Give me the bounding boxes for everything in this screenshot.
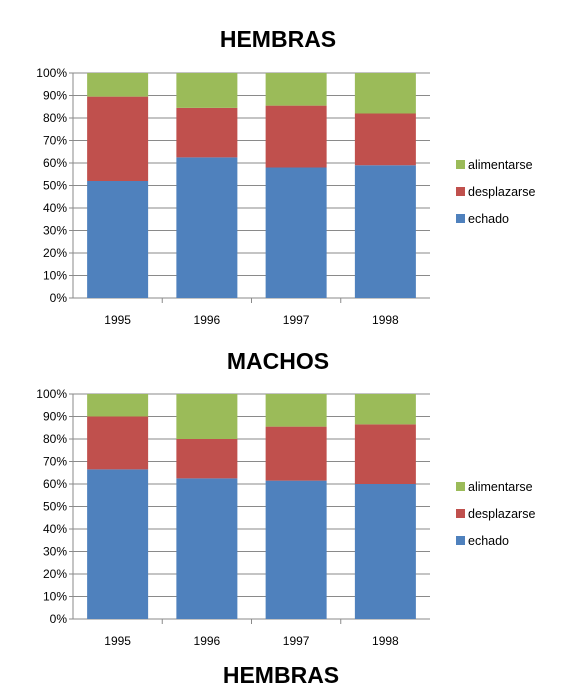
legend-swatch-echado bbox=[456, 214, 465, 223]
y-tick-label: 60% bbox=[43, 477, 67, 491]
y-tick-label: 30% bbox=[43, 224, 67, 238]
chart-title: HEMBRAS bbox=[220, 26, 336, 52]
legend-swatch-alimentarse bbox=[456, 482, 465, 491]
y-tick-label: 70% bbox=[43, 455, 67, 469]
legend-swatch-alimentarse bbox=[456, 160, 465, 169]
legend-label-alimentarse: alimentarse bbox=[468, 158, 533, 172]
y-tick-label: 40% bbox=[43, 201, 67, 215]
x-tick-label: 1997 bbox=[283, 313, 310, 327]
bar-echado-1998 bbox=[354, 165, 416, 298]
x-tick-label: 1996 bbox=[194, 634, 221, 648]
bar-desplazarse-1995 bbox=[87, 96, 149, 181]
y-tick-label: 60% bbox=[43, 156, 67, 170]
y-tick-label: 20% bbox=[43, 567, 67, 581]
x-tick-label: 1996 bbox=[194, 313, 221, 327]
legend-swatch-desplazarse bbox=[456, 187, 465, 196]
bar-echado-1995 bbox=[87, 469, 149, 619]
bar-desplazarse-1995 bbox=[87, 416, 149, 470]
chart-title: MACHOS bbox=[227, 348, 329, 374]
bar-echado-1997 bbox=[265, 167, 327, 298]
legend-label-echado: echado bbox=[468, 212, 509, 226]
legend-swatch-desplazarse bbox=[456, 509, 465, 518]
footer-title: HEMBRAS bbox=[223, 662, 339, 688]
bar-echado-1995 bbox=[87, 181, 149, 298]
bar-echado-1996 bbox=[176, 157, 238, 298]
y-tick-label: 50% bbox=[43, 179, 67, 193]
y-tick-label: 20% bbox=[43, 246, 67, 260]
y-tick-label: 100% bbox=[36, 387, 67, 401]
y-tick-label: 80% bbox=[43, 111, 67, 125]
x-tick-label: 1995 bbox=[104, 313, 131, 327]
y-tick-label: 100% bbox=[36, 66, 67, 80]
chart-machos: MACHOS 0% 10% 20% 30% 40% 50% 60% 70% 80% 90% 100% 1… bbox=[36, 348, 535, 648]
y-tick-label: 0% bbox=[50, 612, 68, 626]
y-tick-label: 90% bbox=[43, 89, 67, 103]
y-tick-label: 90% bbox=[43, 410, 67, 424]
bar-alimentarse-1995 bbox=[87, 73, 149, 97]
x-tick-label: 1997 bbox=[283, 634, 310, 648]
bar-alimentarse-1997 bbox=[265, 394, 327, 427]
bar-alimentarse-1998 bbox=[354, 73, 416, 114]
bar-alimentarse-1996 bbox=[176, 394, 238, 439]
y-tick-label: 10% bbox=[43, 590, 67, 604]
y-tick-label: 0% bbox=[50, 291, 68, 305]
bar-desplazarse-1998 bbox=[354, 113, 416, 166]
y-tick-label: 10% bbox=[43, 269, 67, 283]
bar-alimentarse-1995 bbox=[87, 394, 149, 417]
bar-desplazarse-1996 bbox=[176, 439, 238, 479]
legend-swatch-echado bbox=[456, 536, 465, 545]
bar-echado-1996 bbox=[176, 478, 238, 619]
y-tick-label: 40% bbox=[43, 522, 67, 536]
y-tick-label: 50% bbox=[43, 500, 67, 514]
bar-echado-1998 bbox=[354, 484, 416, 619]
bar-desplazarse-1997 bbox=[265, 105, 327, 168]
bar-desplazarse-1996 bbox=[176, 107, 238, 158]
legend-label-desplazarse: desplazarse bbox=[468, 185, 535, 199]
chart-hembras: HEMBRAS 0% 10% 20% 30% 40% 50% 60% 70% 80% 90% 100%… bbox=[36, 26, 535, 327]
bar-alimentarse-1997 bbox=[265, 73, 327, 106]
y-tick-label: 30% bbox=[43, 545, 67, 559]
bar-desplazarse-1997 bbox=[265, 426, 327, 481]
bar-alimentarse-1998 bbox=[354, 394, 416, 425]
legend-label-alimentarse: alimentarse bbox=[468, 480, 533, 494]
x-tick-label: 1995 bbox=[104, 634, 131, 648]
legend-label-desplazarse: desplazarse bbox=[468, 507, 535, 521]
y-tick-label: 70% bbox=[43, 134, 67, 148]
x-tick-label: 1998 bbox=[372, 634, 399, 648]
bar-desplazarse-1998 bbox=[354, 424, 416, 484]
bar-echado-1997 bbox=[265, 480, 327, 619]
legend-label-echado: echado bbox=[468, 534, 509, 548]
bar-alimentarse-1996 bbox=[176, 73, 238, 108]
x-tick-label: 1998 bbox=[372, 313, 399, 327]
y-tick-label: 80% bbox=[43, 432, 67, 446]
